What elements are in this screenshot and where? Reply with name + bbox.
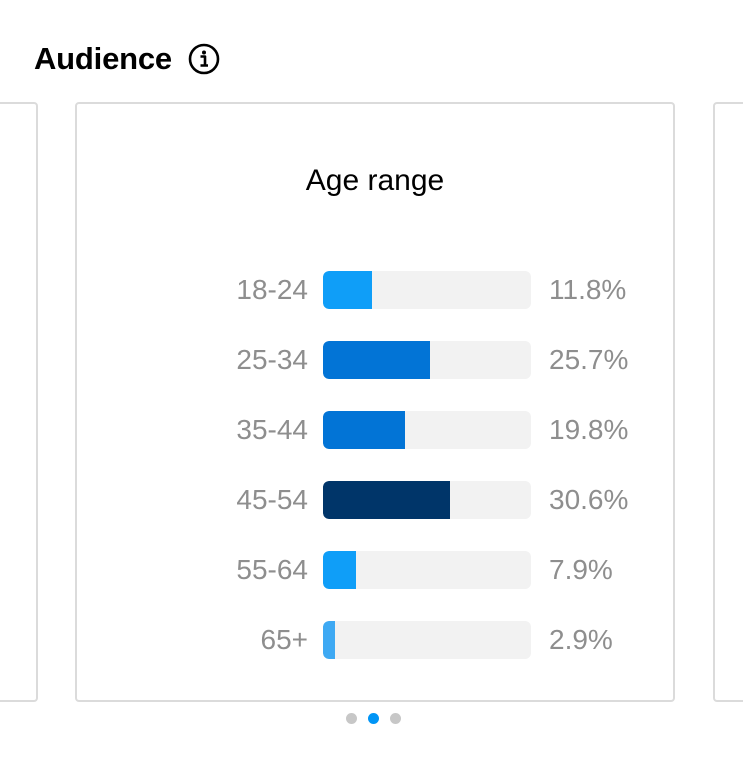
carousel-pagination bbox=[346, 713, 401, 724]
bar-track bbox=[323, 551, 531, 589]
pagination-dot[interactable] bbox=[346, 713, 357, 724]
age-row-55-64: 55-64 7.9% bbox=[77, 550, 673, 590]
section-header: Audience bbox=[34, 38, 220, 80]
age-range-card: Age range 18-24 11.8% 25-34 25.7% 35-44 19.8%… bbox=[75, 102, 675, 702]
age-row-65+: 65+ 2.9% bbox=[77, 620, 673, 660]
bar-track bbox=[323, 621, 531, 659]
value-label: 19.8% bbox=[549, 414, 629, 445]
previous-card[interactable] bbox=[0, 102, 38, 702]
age-row-35-44: 35-44 19.8% bbox=[77, 410, 673, 450]
bar-track bbox=[323, 411, 531, 449]
bar-18-24 bbox=[323, 271, 373, 309]
age-row-45-54: 45-54 30.6% bbox=[77, 480, 673, 520]
pagination-dot[interactable] bbox=[390, 713, 401, 724]
age-row-18-24: 18-24 11.8% bbox=[77, 270, 673, 310]
value-label: 7.9% bbox=[549, 554, 613, 585]
chart-title: Age range bbox=[305, 164, 445, 197]
bar-track bbox=[323, 341, 531, 379]
value-label: 2.9% bbox=[549, 624, 613, 655]
bar-track bbox=[323, 481, 531, 519]
age-row-25-34: 25-34 25.7% bbox=[77, 340, 673, 380]
bar-65+ bbox=[323, 621, 336, 659]
section-title: Audience bbox=[34, 41, 172, 76]
age-label: 35-44 bbox=[236, 414, 308, 445]
bar-45-54 bbox=[323, 481, 451, 519]
bar-25-34 bbox=[323, 341, 430, 379]
info-icon[interactable] bbox=[188, 43, 220, 75]
age-label: 55-64 bbox=[236, 554, 308, 585]
next-card[interactable] bbox=[713, 102, 743, 702]
age-label: 65+ bbox=[260, 624, 309, 655]
age-label: 18-24 bbox=[236, 274, 308, 305]
age-label: 45-54 bbox=[236, 484, 308, 515]
bar-track bbox=[323, 271, 531, 309]
pagination-dot[interactable] bbox=[368, 713, 379, 724]
age-label: 25-34 bbox=[236, 344, 308, 375]
bar-35-44 bbox=[323, 411, 406, 449]
value-label: 11.8% bbox=[549, 274, 627, 305]
value-label: 25.7% bbox=[549, 344, 629, 375]
value-label: 30.6% bbox=[549, 484, 629, 515]
bar-55-64 bbox=[323, 551, 356, 589]
